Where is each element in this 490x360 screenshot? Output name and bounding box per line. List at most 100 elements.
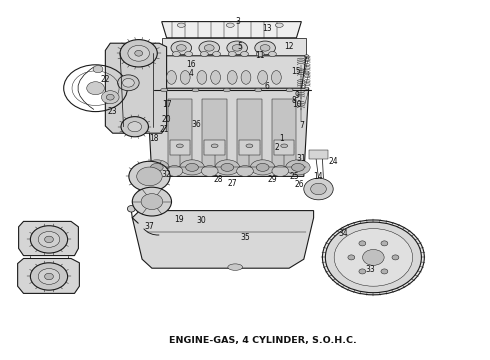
Ellipse shape bbox=[255, 41, 275, 55]
Polygon shape bbox=[162, 38, 306, 58]
Text: 25: 25 bbox=[289, 172, 299, 181]
Text: 13: 13 bbox=[262, 24, 272, 33]
Circle shape bbox=[392, 255, 399, 260]
Text: 35: 35 bbox=[240, 233, 250, 242]
Ellipse shape bbox=[271, 71, 281, 84]
Circle shape bbox=[30, 226, 68, 253]
Ellipse shape bbox=[172, 51, 180, 57]
Ellipse shape bbox=[269, 51, 276, 57]
Bar bbox=[239, 140, 260, 155]
Circle shape bbox=[106, 94, 114, 100]
Circle shape bbox=[334, 229, 413, 286]
Text: 18: 18 bbox=[149, 134, 159, 143]
Bar bbox=[170, 140, 190, 155]
Ellipse shape bbox=[192, 88, 199, 92]
Circle shape bbox=[325, 222, 421, 293]
Circle shape bbox=[311, 183, 326, 195]
Text: 24: 24 bbox=[328, 157, 338, 166]
Circle shape bbox=[30, 263, 68, 290]
Circle shape bbox=[122, 78, 134, 87]
Text: 9: 9 bbox=[294, 91, 299, 100]
Circle shape bbox=[359, 269, 366, 274]
Ellipse shape bbox=[258, 71, 268, 84]
Bar bbox=[168, 99, 192, 171]
Ellipse shape bbox=[167, 71, 176, 84]
Text: 37: 37 bbox=[145, 222, 154, 231]
Circle shape bbox=[120, 40, 157, 67]
Text: 33: 33 bbox=[365, 265, 375, 274]
Polygon shape bbox=[18, 258, 79, 293]
Polygon shape bbox=[19, 221, 78, 256]
Ellipse shape bbox=[127, 206, 135, 212]
Circle shape bbox=[87, 82, 104, 95]
Polygon shape bbox=[162, 22, 301, 38]
Circle shape bbox=[129, 161, 170, 192]
Circle shape bbox=[322, 220, 424, 295]
Circle shape bbox=[93, 66, 103, 73]
Ellipse shape bbox=[281, 144, 288, 148]
Circle shape bbox=[45, 236, 53, 243]
Text: 23: 23 bbox=[108, 107, 118, 116]
Text: 6: 6 bbox=[265, 82, 270, 91]
Text: 21: 21 bbox=[159, 125, 169, 134]
Ellipse shape bbox=[161, 88, 168, 92]
Ellipse shape bbox=[200, 51, 208, 57]
Ellipse shape bbox=[255, 88, 262, 92]
Ellipse shape bbox=[228, 51, 236, 57]
Circle shape bbox=[381, 269, 388, 274]
Ellipse shape bbox=[292, 163, 304, 171]
Ellipse shape bbox=[272, 166, 289, 176]
Text: 19: 19 bbox=[174, 215, 184, 224]
Ellipse shape bbox=[241, 71, 251, 84]
Text: 5: 5 bbox=[238, 42, 243, 51]
Text: 1: 1 bbox=[279, 134, 284, 143]
Circle shape bbox=[132, 187, 172, 216]
Circle shape bbox=[381, 241, 388, 246]
Ellipse shape bbox=[221, 163, 234, 171]
Ellipse shape bbox=[186, 163, 198, 171]
Ellipse shape bbox=[211, 144, 218, 148]
Circle shape bbox=[128, 122, 142, 132]
Ellipse shape bbox=[226, 23, 234, 27]
Text: 30: 30 bbox=[196, 216, 206, 225]
Ellipse shape bbox=[228, 264, 243, 270]
Ellipse shape bbox=[177, 23, 185, 27]
Circle shape bbox=[128, 45, 149, 61]
Ellipse shape bbox=[256, 163, 269, 171]
Polygon shape bbox=[105, 43, 167, 133]
Ellipse shape bbox=[237, 166, 253, 176]
Ellipse shape bbox=[185, 51, 193, 57]
Text: 27: 27 bbox=[228, 179, 238, 188]
Ellipse shape bbox=[215, 160, 240, 175]
Ellipse shape bbox=[232, 45, 242, 51]
Bar bbox=[274, 140, 294, 155]
Circle shape bbox=[121, 117, 148, 137]
Text: 11: 11 bbox=[255, 51, 265, 60]
Text: 14: 14 bbox=[314, 172, 323, 181]
Text: 29: 29 bbox=[267, 175, 277, 184]
Text: 4: 4 bbox=[189, 69, 194, 78]
Text: 17: 17 bbox=[162, 100, 172, 109]
Ellipse shape bbox=[275, 23, 283, 27]
Text: 12: 12 bbox=[284, 42, 294, 51]
Text: 32: 32 bbox=[162, 170, 172, 179]
Text: ENGINE-GAS, 4 CYLINDER, S.O.H.C.: ENGINE-GAS, 4 CYLINDER, S.O.H.C. bbox=[169, 336, 357, 345]
Circle shape bbox=[304, 178, 333, 200]
Circle shape bbox=[359, 241, 366, 246]
Text: 2: 2 bbox=[274, 143, 279, 152]
Ellipse shape bbox=[305, 87, 309, 89]
Bar bbox=[202, 99, 227, 171]
Text: 20: 20 bbox=[162, 115, 172, 124]
Circle shape bbox=[137, 167, 162, 186]
Text: 7: 7 bbox=[299, 122, 304, 130]
Polygon shape bbox=[147, 88, 309, 176]
Ellipse shape bbox=[204, 45, 214, 51]
Text: 26: 26 bbox=[294, 180, 304, 189]
Circle shape bbox=[363, 249, 384, 265]
Text: 3: 3 bbox=[235, 17, 240, 26]
Ellipse shape bbox=[211, 71, 220, 84]
Text: 31: 31 bbox=[296, 154, 306, 163]
Ellipse shape bbox=[197, 71, 207, 84]
Ellipse shape bbox=[305, 55, 309, 57]
Text: 36: 36 bbox=[191, 120, 201, 129]
